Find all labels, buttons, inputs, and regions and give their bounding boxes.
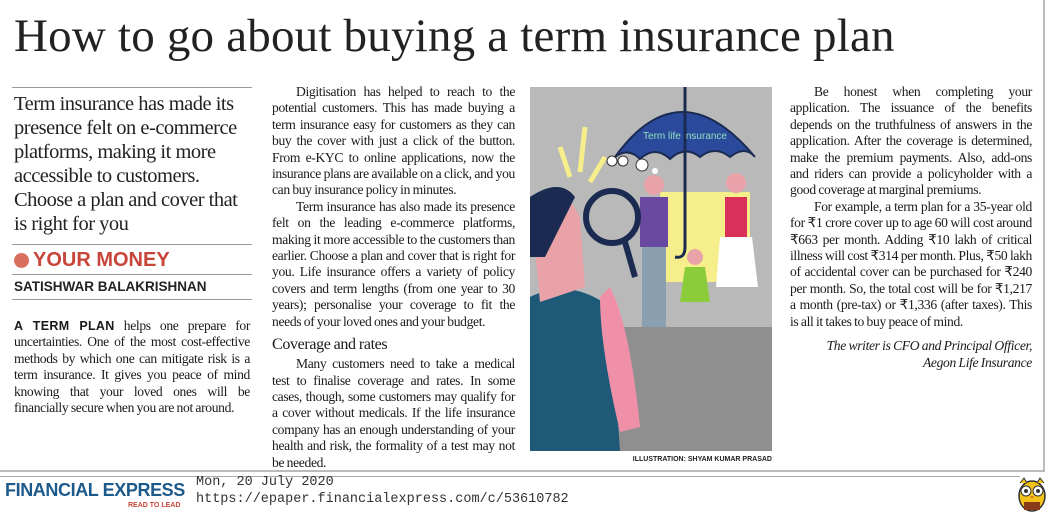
headline: How to go about buying a term insurance … xyxy=(14,10,895,62)
divider xyxy=(12,299,252,300)
observer-arm xyxy=(600,287,640,432)
epaper-url[interactable]: https://epaper.financialexpress.com/c/53… xyxy=(196,492,569,507)
observer-hair xyxy=(530,187,575,257)
woman-skirt xyxy=(716,237,758,287)
child-figure xyxy=(680,267,710,302)
edition-date: Mon, 20 July 2020 xyxy=(196,475,334,490)
woman-head xyxy=(726,173,746,193)
footer-divider xyxy=(0,476,1020,477)
magnifying-glass-icon xyxy=(583,188,641,246)
woman-figure xyxy=(725,197,747,237)
magnifying-glass-handle xyxy=(622,241,638,278)
financial-express-logo[interactable]: FINANCIAL EXPRESS xyxy=(5,480,185,500)
observer-figure xyxy=(530,289,620,451)
author-note: The writer is CFO and Principal Officer,… xyxy=(790,338,1033,371)
man-figure xyxy=(640,197,668,247)
deck-text: Term insurance has made its presence fel… xyxy=(14,93,238,235)
section-kicker: YOUR MONEY xyxy=(14,248,250,272)
paragraph: For example, a term plan for a 35-year o… xyxy=(790,198,1032,329)
bullet-dot-icon xyxy=(14,252,29,268)
column-1: A TERM PLAN helps one prepare for uncert… xyxy=(14,318,250,416)
deck: Term insurance has made its presence fel… xyxy=(14,92,250,236)
paragraph: Digitisation has helped to reach to the … xyxy=(272,84,515,198)
divider xyxy=(12,244,252,245)
column-3: Be honest when completing your applicati… xyxy=(790,84,1032,371)
alert-rays xyxy=(557,126,608,184)
divider xyxy=(12,274,252,275)
thought-bubble xyxy=(635,158,649,172)
scissors-icon xyxy=(606,155,618,167)
section-label: YOUR MONEY xyxy=(33,249,170,271)
article-frame xyxy=(0,0,1045,472)
man-legs xyxy=(642,247,666,327)
paragraph: Many customers need to take a medical te… xyxy=(272,356,515,470)
paragraph: helps one prepare for uncertainties. One… xyxy=(14,318,250,416)
left-column: Term insurance has made its presence fel… xyxy=(12,87,252,416)
divider xyxy=(12,87,252,88)
illustration: Term life insurance xyxy=(530,87,772,451)
thought-bubble-small xyxy=(652,168,658,174)
footer-meta: Mon, 20 July 2020 https://epaper.financi… xyxy=(196,474,569,508)
signoff-line: Aegon Life Insurance xyxy=(922,354,1032,370)
umbrella-handle xyxy=(674,87,687,259)
paragraph: Be honest when completing your applicati… xyxy=(790,84,1032,198)
byline: SATISHWAR BALAKRISHNAN xyxy=(14,279,207,294)
lead-in: A TERM PLAN xyxy=(14,319,115,333)
owl-icon xyxy=(1018,477,1046,512)
paragraph: Term insurance has also made its presenc… xyxy=(272,198,515,329)
illustration-credit: ILLUSTRATION: SHYAM KUMAR PRASAD xyxy=(632,456,772,463)
scissors-icon-ring xyxy=(617,155,629,167)
logo-tagline: READ TO LEAD xyxy=(128,502,181,509)
subheading: Coverage and rates xyxy=(272,336,388,354)
man-head xyxy=(644,175,664,195)
signoff-line: The writer is CFO and Principal Officer, xyxy=(826,338,1033,354)
column-2: Digitisation has helped to reach to the … xyxy=(272,84,515,471)
child-head xyxy=(687,249,703,265)
